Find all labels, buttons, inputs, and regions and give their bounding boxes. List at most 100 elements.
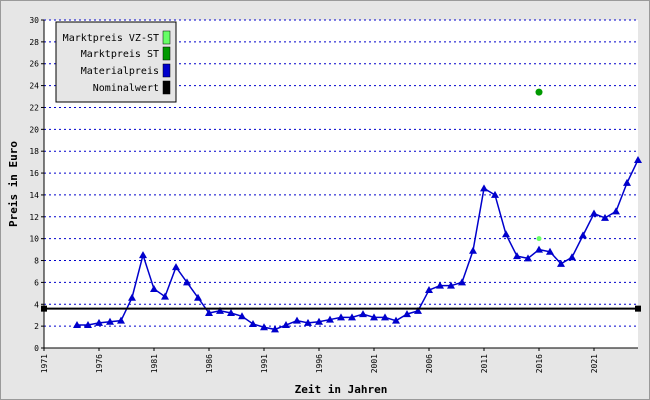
y-tick-label: 28 <box>29 38 39 47</box>
data-point-marker <box>117 316 125 324</box>
data-point-marker <box>535 245 543 253</box>
legend-swatch-vz-st <box>162 30 171 45</box>
y-tick-label: 18 <box>29 147 39 156</box>
x-tick-label: 1981 <box>150 354 159 373</box>
data-point-marker <box>271 325 279 333</box>
data-point-marker <box>403 310 411 318</box>
data-point-marker <box>315 317 323 325</box>
x-tick-labels: 1971 1976 1981 1986 1991 1996 2001 2006 2011 2016… <box>40 348 599 373</box>
x-tick-label: 1976 <box>95 354 104 373</box>
legend-label-vz-st: Marktpreis VZ-ST <box>63 33 159 44</box>
data-point-marker <box>623 178 631 186</box>
data-point-marker <box>557 259 565 267</box>
series-layer <box>41 88 642 333</box>
legend-swatch-st <box>162 46 171 61</box>
data-point-marker <box>304 318 312 326</box>
data-point-marker <box>216 306 224 314</box>
y-tick-label: 24 <box>29 82 39 91</box>
data-point-marker <box>227 309 235 317</box>
legend-label-nominalwert: Nominalwert <box>93 83 159 94</box>
data-point-marker <box>546 247 554 255</box>
data-point-marker <box>337 313 345 321</box>
data-point-marker <box>249 319 257 327</box>
data-point-marker <box>183 278 191 286</box>
data-point-marker <box>381 313 389 321</box>
y-tick-label: 6 <box>34 278 39 287</box>
y-axis-title: Preis in Euro <box>7 141 20 227</box>
data-point-marker <box>172 263 180 271</box>
legend-swatch-nominalwert <box>162 80 171 95</box>
x-tick-label: 1971 <box>40 354 49 373</box>
nominalwert-marker <box>635 305 641 312</box>
data-point-marker <box>370 313 378 321</box>
y-tick-label: 20 <box>29 125 39 134</box>
x-tick-label: 1991 <box>260 354 269 373</box>
data-point-marker <box>502 230 510 238</box>
y-tick-label: 2 <box>34 322 39 331</box>
y-tick-label: 26 <box>29 60 39 69</box>
data-point-marker <box>579 231 587 239</box>
y-tick-label: 4 <box>34 300 39 309</box>
x-axis-title: Zeit in Jahren <box>295 383 388 396</box>
data-point-marker <box>293 316 301 324</box>
y-tick-label: 12 <box>29 213 39 222</box>
x-tick-label: 2001 <box>370 354 379 373</box>
market-price-point <box>535 88 543 96</box>
data-point-marker <box>524 254 532 262</box>
x-tick-label: 2016 <box>535 354 544 373</box>
data-point-marker <box>161 292 169 300</box>
data-point-marker <box>480 184 488 192</box>
data-point-marker <box>513 252 521 260</box>
y-tick-label: 8 <box>34 257 39 266</box>
data-point-marker <box>205 309 213 317</box>
x-tick-label: 1996 <box>315 354 324 373</box>
x-tick-label: 2011 <box>480 354 489 373</box>
data-point-marker <box>260 323 268 331</box>
y-tick-label: 16 <box>29 169 39 178</box>
y-tick-label: 30 <box>29 16 39 25</box>
data-point-marker <box>139 251 147 259</box>
data-point-marker <box>447 281 455 289</box>
data-point-marker <box>634 155 642 163</box>
y-tick-label: 22 <box>29 103 39 112</box>
data-point-marker <box>106 317 114 325</box>
data-point-marker <box>238 312 246 320</box>
data-point-marker <box>436 281 444 289</box>
legend-swatch-materialpreis <box>162 63 171 78</box>
legend-label-st: Marktpreis ST <box>81 49 159 60</box>
x-tick-label: 2006 <box>425 354 434 373</box>
data-point-marker <box>392 316 400 324</box>
data-point-marker <box>84 321 92 329</box>
gridlines <box>44 19 638 327</box>
nominalwert-marker <box>41 305 47 312</box>
legend: Marktpreis VZ-ST Marktpreis ST Materialp… <box>55 21 177 103</box>
series-line <box>77 159 639 331</box>
data-point-marker <box>425 286 433 294</box>
data-point-marker <box>601 213 609 221</box>
data-point-marker <box>458 278 466 286</box>
data-point-marker <box>326 315 334 323</box>
data-point-marker <box>568 253 576 261</box>
data-point-marker <box>95 318 103 326</box>
data-point-marker <box>128 293 136 301</box>
data-point-marker <box>150 284 158 292</box>
data-point-marker <box>359 310 367 318</box>
data-point-marker <box>73 321 81 329</box>
y-tick-label: 10 <box>29 235 39 244</box>
market-price-point <box>536 236 542 242</box>
data-point-marker <box>194 293 202 301</box>
y-tick-label: 14 <box>29 191 39 200</box>
data-point-marker <box>282 321 290 329</box>
data-point-marker <box>491 190 499 198</box>
data-point-marker <box>590 209 598 217</box>
data-point-marker <box>414 306 422 314</box>
legend-label-materialpreis: Materialpreis <box>81 66 159 77</box>
data-point-marker <box>348 313 356 321</box>
legend-box <box>55 21 177 103</box>
x-tick-label: 1986 <box>205 354 214 373</box>
data-point-marker <box>612 207 620 215</box>
x-tick-label: 2021 <box>590 354 599 373</box>
